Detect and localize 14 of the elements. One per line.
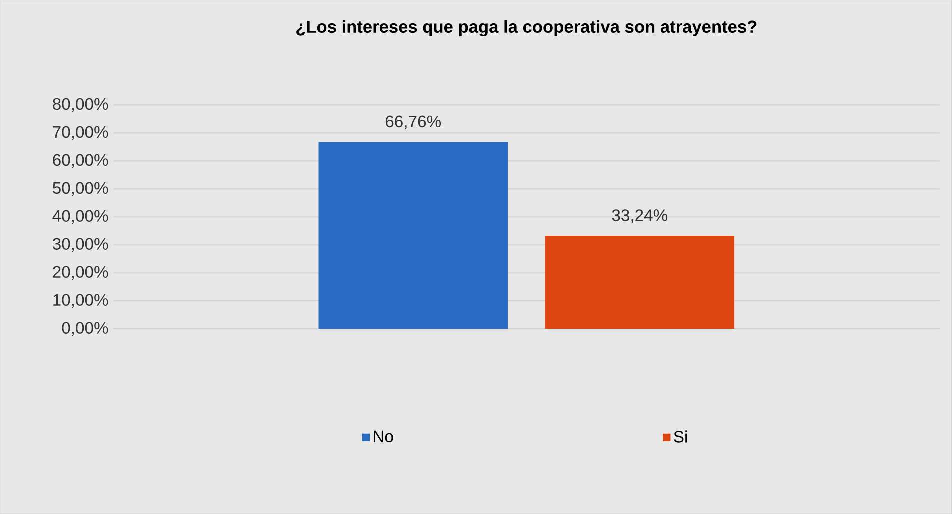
legend-label: No [374, 430, 394, 442]
y-tick-label: 20,00% [53, 266, 108, 280]
y-tick-label: 60,00% [53, 154, 108, 168]
y-tick-label: 10,00% [54, 294, 108, 308]
chart-title: ¿Los intereses que paga la cooperativa son atrayentes? [296, 20, 757, 36]
y-tick-label: 0,00% [62, 322, 108, 336]
data-label: 33,24% [612, 209, 668, 224]
y-tick-label: 80,00% [53, 98, 108, 112]
y-tick-label: 30,00% [52, 238, 108, 252]
y-tick-label: 70,00% [53, 126, 108, 140]
y-tick-label: 50,00% [53, 182, 108, 196]
legend-label: Si [674, 430, 688, 443]
y-tick-label: 40,00% [52, 210, 108, 224]
data-label: 66,76% [386, 116, 442, 130]
